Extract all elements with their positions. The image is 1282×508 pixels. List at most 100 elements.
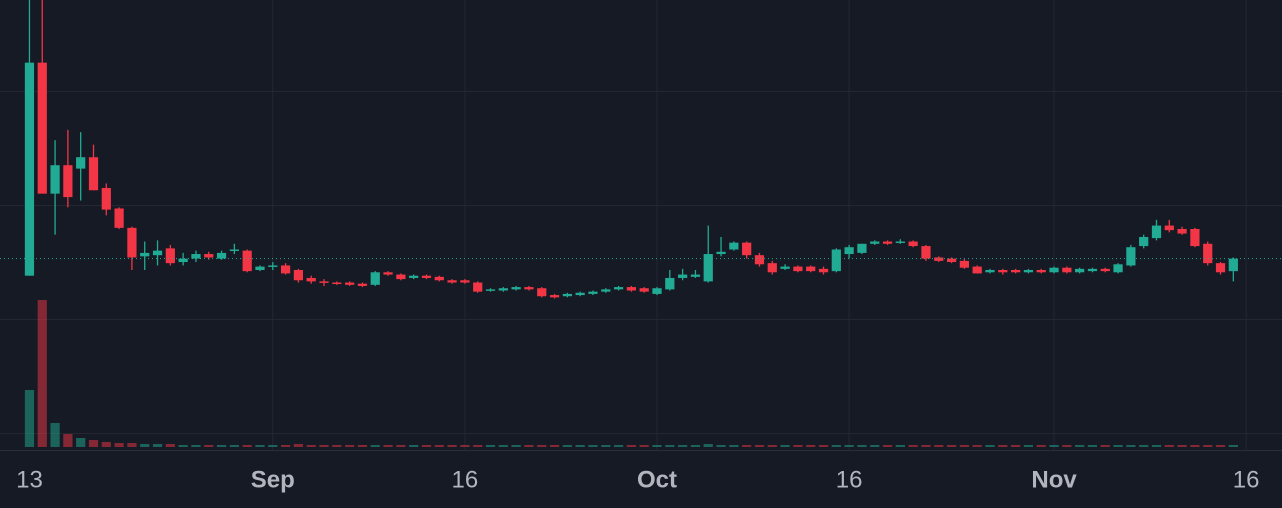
volume-bar [882, 445, 893, 447]
volume-bar [1228, 445, 1238, 447]
volume-bar [204, 445, 214, 447]
volume-bar [1190, 445, 1200, 447]
volume-bar [216, 445, 227, 447]
candle-body [88, 157, 99, 191]
candle-body [345, 282, 355, 285]
candle-body [934, 257, 944, 261]
candle-body [1177, 228, 1187, 234]
volume-bar [293, 444, 304, 447]
candle-body [793, 266, 803, 272]
volume-bar [332, 445, 342, 447]
volume-bar [703, 444, 713, 447]
volume-bar [716, 445, 726, 447]
candle-body [870, 241, 880, 244]
volume-bar [780, 445, 790, 447]
candle-body [1228, 258, 1238, 272]
volume-bar [473, 445, 483, 447]
volume-bar [729, 445, 739, 447]
candle-body [114, 208, 124, 228]
candle-body [921, 246, 931, 259]
volume-bar [857, 445, 867, 447]
candle-body [191, 254, 201, 259]
candle-body [998, 270, 1008, 273]
volume-bar [1100, 445, 1110, 447]
candle-body [63, 165, 73, 198]
volume-bar [229, 445, 239, 447]
volume-bar [895, 445, 905, 447]
candle-body [575, 292, 585, 296]
candle-body [293, 270, 304, 281]
candle-body [678, 274, 688, 278]
candle-body [806, 266, 816, 272]
candle-body [447, 280, 457, 283]
candle-body [729, 242, 739, 250]
candle-body [831, 249, 841, 272]
candle-body [127, 227, 137, 258]
candle-body [1126, 247, 1136, 266]
volume-bar [511, 445, 521, 447]
candle-body [37, 62, 47, 194]
volume-bar [191, 445, 201, 447]
candle-body [76, 157, 86, 169]
candle-body [409, 275, 419, 278]
volume-bar [1177, 445, 1187, 447]
volume-bar [678, 445, 688, 447]
volume-bar [268, 445, 278, 447]
candle-body [1010, 270, 1021, 273]
x-tick-label: 16 [1233, 466, 1260, 493]
candle-body [524, 287, 534, 290]
candle-body [242, 250, 252, 272]
volume-bar [537, 445, 547, 447]
candle-body [626, 287, 637, 291]
x-tick-label: Oct [637, 466, 677, 493]
volume-bar [844, 445, 854, 447]
volume-bar [1113, 445, 1123, 447]
candle-body [1203, 243, 1213, 264]
candle-body [421, 275, 432, 278]
volume-bar [319, 445, 329, 447]
volume-bar [793, 445, 803, 447]
candle-body [665, 277, 675, 290]
candle-body [280, 265, 291, 274]
x-axis: 13 Sep 16 Oct 16 Nov 16 [16, 466, 1259, 493]
volume-bar [742, 445, 752, 447]
volume-bar [345, 445, 355, 447]
volume-bar [921, 445, 931, 447]
candle-body [319, 281, 329, 283]
volume-bar [460, 445, 470, 447]
candle-body [549, 295, 560, 298]
candle-body [485, 289, 496, 291]
volume-bar [152, 444, 163, 447]
volume-bar [396, 445, 406, 447]
candle-body [255, 266, 265, 270]
candle-body [434, 276, 444, 281]
volume-bar [1010, 445, 1021, 447]
candle-body [1049, 267, 1059, 273]
candle-body [537, 288, 547, 297]
candle-body [165, 248, 175, 264]
candle-body [588, 291, 598, 294]
candle-body [562, 293, 572, 297]
volume-bar [1087, 445, 1098, 447]
volume-bar [1062, 445, 1072, 447]
volume-bar [818, 445, 829, 447]
volume-bar [639, 445, 649, 447]
candle-body [498, 288, 508, 291]
candle-body [178, 258, 188, 263]
candle-body [972, 266, 982, 274]
volume-bar [613, 445, 624, 447]
volume-bar [754, 445, 765, 447]
candle-body [754, 255, 765, 265]
volume-bar [946, 445, 957, 447]
candle-body [229, 249, 239, 251]
candle-body [767, 263, 777, 273]
volume-bar [972, 445, 982, 447]
volume-bar [1151, 445, 1162, 447]
volume-bar [447, 445, 457, 447]
volume-bar [255, 445, 265, 447]
volume-bar [1049, 445, 1059, 447]
volume-bar [165, 444, 175, 447]
candle-body [985, 270, 995, 273]
